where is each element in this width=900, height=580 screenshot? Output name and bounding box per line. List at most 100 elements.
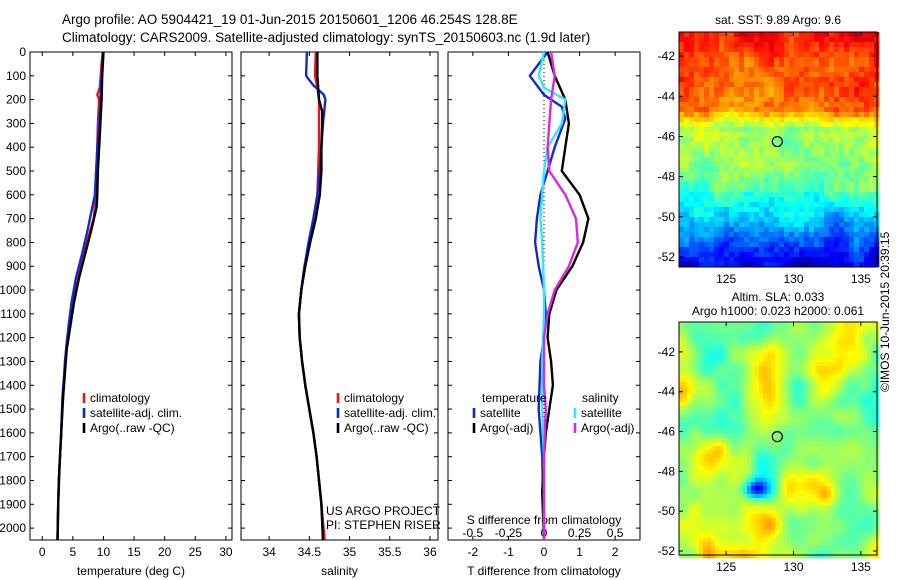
sla-map-cell <box>823 486 828 491</box>
sla-map-cell <box>715 462 720 467</box>
sla-map-cell <box>763 466 768 471</box>
sla-map-cell <box>771 474 776 479</box>
sla-map-cell <box>763 398 768 403</box>
sla-map-cell <box>719 470 724 475</box>
sla-map-cell <box>707 518 712 523</box>
sla-map-cell <box>723 350 728 355</box>
sla-map-cell <box>787 426 792 431</box>
sla-map-cell <box>839 482 844 487</box>
sla-map-cell <box>719 490 724 495</box>
sst-map-cell <box>789 257 795 263</box>
sst-map-cell <box>774 212 780 218</box>
sla-map-cell <box>679 406 684 411</box>
sst-map-cell <box>714 237 720 243</box>
sst-map-cell <box>729 152 735 158</box>
sla-map-cell <box>863 478 868 483</box>
sla-map-cell <box>863 366 868 371</box>
sla-map-cell <box>711 430 716 435</box>
sst-map-cell <box>764 62 770 68</box>
sla-map-cell <box>863 462 868 467</box>
sla-map-cell <box>695 522 700 527</box>
sst-map-cell <box>824 127 830 133</box>
sla-map-cell <box>723 414 728 419</box>
sla-map-cell <box>683 450 688 455</box>
sla-map-cell <box>847 482 852 487</box>
sst-map-cell <box>734 252 740 258</box>
sla-map-cell <box>819 522 824 527</box>
sst-map-cell <box>759 217 765 223</box>
sla-map-cell <box>807 394 812 399</box>
sst-map-cell <box>714 182 720 188</box>
sla-map-cell <box>747 414 752 419</box>
sla-map-cell <box>815 494 820 499</box>
sst-map-cell <box>749 77 755 83</box>
sst-map-cell <box>734 77 740 83</box>
sla-map-cell <box>759 430 764 435</box>
sst-map-cell <box>784 157 790 163</box>
sla-map-cell <box>747 438 752 443</box>
sla-map-cell <box>755 518 760 523</box>
sst-map-cell <box>699 257 705 263</box>
sst-map-cell <box>854 177 860 183</box>
sst-map-cell <box>864 157 870 163</box>
sst-map-cell <box>839 92 845 98</box>
sla-map-cell <box>839 514 844 519</box>
sla-map-cell <box>759 366 764 371</box>
sla-map-cell <box>775 326 780 331</box>
sst-map-cell <box>694 112 700 118</box>
sla-map-cell <box>787 498 792 503</box>
sla-map-cell <box>755 490 760 495</box>
sla-map-cell <box>763 326 768 331</box>
sst-map-cell <box>744 262 750 268</box>
sla-map-cell <box>703 478 708 483</box>
sla-map-cell <box>843 442 848 447</box>
sla-map-cell <box>811 430 816 435</box>
sla-map-cell <box>827 334 832 339</box>
sla-map-cell <box>775 402 780 407</box>
sst-map-cell <box>759 82 765 88</box>
sst-map-cell <box>734 112 740 118</box>
sst-map-cell <box>809 207 815 213</box>
sst-map-cell <box>844 172 850 178</box>
sla-map-cell <box>811 546 816 551</box>
sla-map-cell <box>815 518 820 523</box>
sst-map-cell <box>724 117 730 123</box>
sst-map-cell <box>769 217 775 223</box>
sla-map-cell <box>711 398 716 403</box>
sla-map-cell <box>843 322 848 327</box>
sla-map-cell <box>727 418 732 423</box>
sst-map-cell <box>684 137 690 143</box>
sla-map-cell <box>815 322 820 327</box>
sla-map-cell <box>683 402 688 407</box>
sla-map-cell <box>731 498 736 503</box>
sla-map-cell <box>767 534 772 539</box>
sla-map-cell <box>759 518 764 523</box>
sla-map-cell <box>767 490 772 495</box>
sla-map-cell <box>839 434 844 439</box>
sst-map-cell <box>699 82 705 88</box>
depth-tick-label: 900 <box>6 259 26 273</box>
sla-map-cell <box>767 398 772 403</box>
sst-map-cell <box>749 202 755 208</box>
sst-map-cell <box>869 262 875 268</box>
sla-map-cell <box>751 450 756 455</box>
sla-map-cell <box>687 362 692 367</box>
sla-map-cell <box>779 462 784 467</box>
sla-map-cell <box>715 530 720 535</box>
sla-map-cell <box>767 494 772 499</box>
sla-map-cell <box>731 366 736 371</box>
sla-map-cell <box>775 478 780 483</box>
depth-tick-label: 700 <box>6 212 26 226</box>
sst-map-cell <box>699 262 705 268</box>
sla-map-cell <box>711 462 716 467</box>
sla-map-cell <box>771 394 776 399</box>
sla-map-cell <box>695 406 700 411</box>
sst-map-cell <box>749 107 755 113</box>
sla-map-cell <box>867 354 872 359</box>
sla-map-cell <box>687 466 692 471</box>
sst-map-cell <box>719 182 725 188</box>
sst-map-frame <box>678 31 878 268</box>
sla-map-cell <box>823 394 828 399</box>
sla-map-cell <box>791 442 796 447</box>
sla-map-cell <box>683 342 688 347</box>
